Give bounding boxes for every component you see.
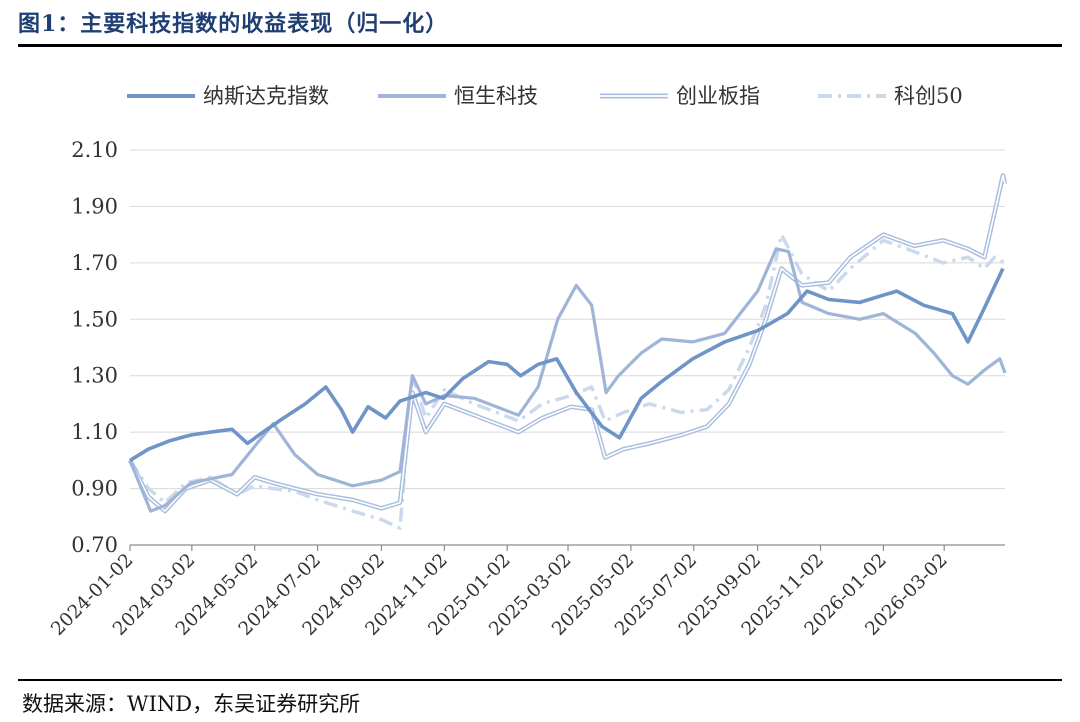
legend-label: 科创50 <box>894 84 963 108</box>
chart-legend: 纳斯达克指数 恒生科技 创业板指 科创50 <box>127 84 963 108</box>
axes <box>129 544 1005 551</box>
source-note: 数据来源：WIND，东吴证券研究所 <box>22 692 361 716</box>
y-tick-label: 1.10 <box>71 420 118 444</box>
series-line-hstech <box>128 247 1007 513</box>
y-tick-label: 1.70 <box>71 251 118 275</box>
y-tick-label: 2.10 <box>71 138 118 162</box>
figure-title: 图1：主要科技指数的收益表现（归一化） <box>18 11 449 37</box>
y-tick-label: 1.50 <box>71 307 118 331</box>
series-lines <box>127 173 1008 530</box>
legend-label: 创业板指 <box>676 84 760 108</box>
series-line-nasdaq <box>129 267 1005 462</box>
legend-label: 纳斯达克指数 <box>203 84 329 108</box>
series-line-chinext-outer <box>127 173 1008 514</box>
bottom-rule <box>18 679 1062 681</box>
series-line-star50 <box>128 232 1006 530</box>
y-tick-label: 1.90 <box>71 194 118 218</box>
x-axis-ticks: 2024-01-022024-03-022024-05-022024-07-02… <box>47 550 951 640</box>
legend-label: 恒生科技 <box>454 84 538 108</box>
top-rule <box>18 44 1062 47</box>
y-axis-ticks: 0.70 0.90 1.10 1.30 1.50 1.70 1.90 2.10 <box>71 138 118 557</box>
y-tick-label: 0.90 <box>71 477 118 501</box>
y-tick-label: 1.30 <box>71 364 118 388</box>
series-line-chinext-inner <box>129 174 1006 512</box>
y-tick-label: 0.70 <box>71 533 118 557</box>
